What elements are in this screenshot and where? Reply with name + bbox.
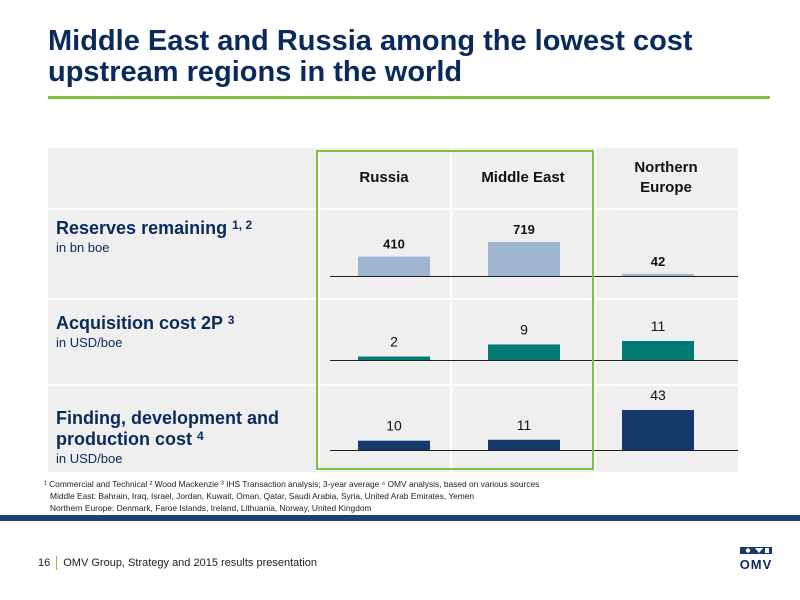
bar-finding-cost-northern-europe	[622, 410, 694, 450]
value-label-finding-cost-middle-east: 11	[517, 417, 532, 433]
value-label-finding-cost-northern-europe: 43	[650, 387, 666, 403]
row-label-finding-cost: Finding, development and production cost…	[56, 408, 281, 467]
bottom-stripe	[0, 515, 800, 521]
row-label-acquisition: Acquisition cost 2P 3 in USD/boe	[56, 313, 306, 351]
reserves-band	[48, 210, 738, 298]
bar-reserves-northern-europe	[622, 274, 694, 276]
footer-separator	[56, 556, 58, 570]
value-label-acquisition-cost-russia: 2	[390, 334, 398, 350]
column-divider	[450, 148, 452, 472]
row-title: Acquisition cost 2P 3	[56, 313, 306, 334]
title-rule	[48, 96, 770, 99]
row-title: Reserves remaining 1, 2	[56, 218, 306, 239]
highlight-box	[316, 150, 594, 470]
page-number: 16	[38, 557, 51, 569]
column-header-northern-europe: Northern Europe	[634, 159, 698, 196]
bar-reserves-russia	[358, 256, 430, 276]
logo-text: OMV	[739, 557, 773, 572]
omv-logo: OMV	[736, 544, 776, 574]
column-divider	[318, 148, 320, 472]
value-label-acquisition-cost-middle-east: 9	[520, 321, 528, 337]
bar-acquisition-cost-northern-europe	[622, 341, 694, 360]
value-label-acquisition-cost-northern-europe: 11	[651, 318, 666, 334]
footnote-middle-east: Middle East: Bahrain, Iraq, Israel, Jord…	[50, 491, 475, 501]
footnote-northern-europe: Northern Europe: Denmark, Faroe Islands,…	[50, 503, 372, 513]
row-unit: in USD/boe	[56, 335, 123, 350]
bar-acquisition-cost-russia	[358, 356, 430, 360]
bar-finding-cost-middle-east	[488, 439, 560, 450]
value-label-reserves-northern-europe: 42	[651, 254, 665, 269]
row-title-text: Finding, development and production cost	[56, 408, 280, 449]
row-label-reserves: Reserves remaining 1, 2 in bn boe	[56, 218, 306, 256]
value-label-finding-cost-russia: 10	[386, 418, 402, 434]
footnotes: ¹ Commercial and Technical ² Wood Macken…	[44, 478, 744, 514]
comparison-table: Russia Middle East Northern Europe Reser…	[48, 148, 738, 472]
footnote-ref: 1, 2	[232, 218, 253, 232]
footnote-ref: 4	[197, 429, 204, 443]
header-band	[48, 148, 738, 208]
value-label-reserves-middle-east: 719	[513, 222, 535, 237]
bar-chart: 410 719 42 2 9 11 10 11 43	[330, 222, 738, 451]
row-unit: in USD/boe	[56, 451, 123, 466]
footnote-sources: ¹ Commercial and Technical ² Wood Macken…	[44, 479, 540, 489]
slide-title: Middle East and Russia among the lowest …	[48, 25, 693, 88]
row-title-text: Acquisition cost 2P	[56, 313, 223, 333]
column-divider	[594, 148, 596, 472]
bar-finding-cost-russia	[358, 440, 430, 450]
column-header-middle-east: Middle East	[481, 169, 565, 186]
bar-reserves-middle-east	[488, 242, 560, 276]
row-unit: in bn boe	[56, 240, 110, 255]
footer: 16 OMV Group, Strategy and 2015 results …	[38, 556, 317, 570]
logo-mark-icon	[740, 547, 772, 554]
value-label-reserves-russia: 410	[383, 237, 405, 252]
row-title: Finding, development and production cost…	[56, 408, 281, 450]
footnote-ref: 3	[227, 313, 235, 327]
row-title-text: Reserves remaining	[56, 218, 228, 238]
bar-acquisition-cost-middle-east	[488, 344, 560, 360]
column-header-russia: Russia	[359, 169, 409, 186]
footer-text: OMV Group, Strategy and 2015 results pre…	[63, 557, 318, 569]
